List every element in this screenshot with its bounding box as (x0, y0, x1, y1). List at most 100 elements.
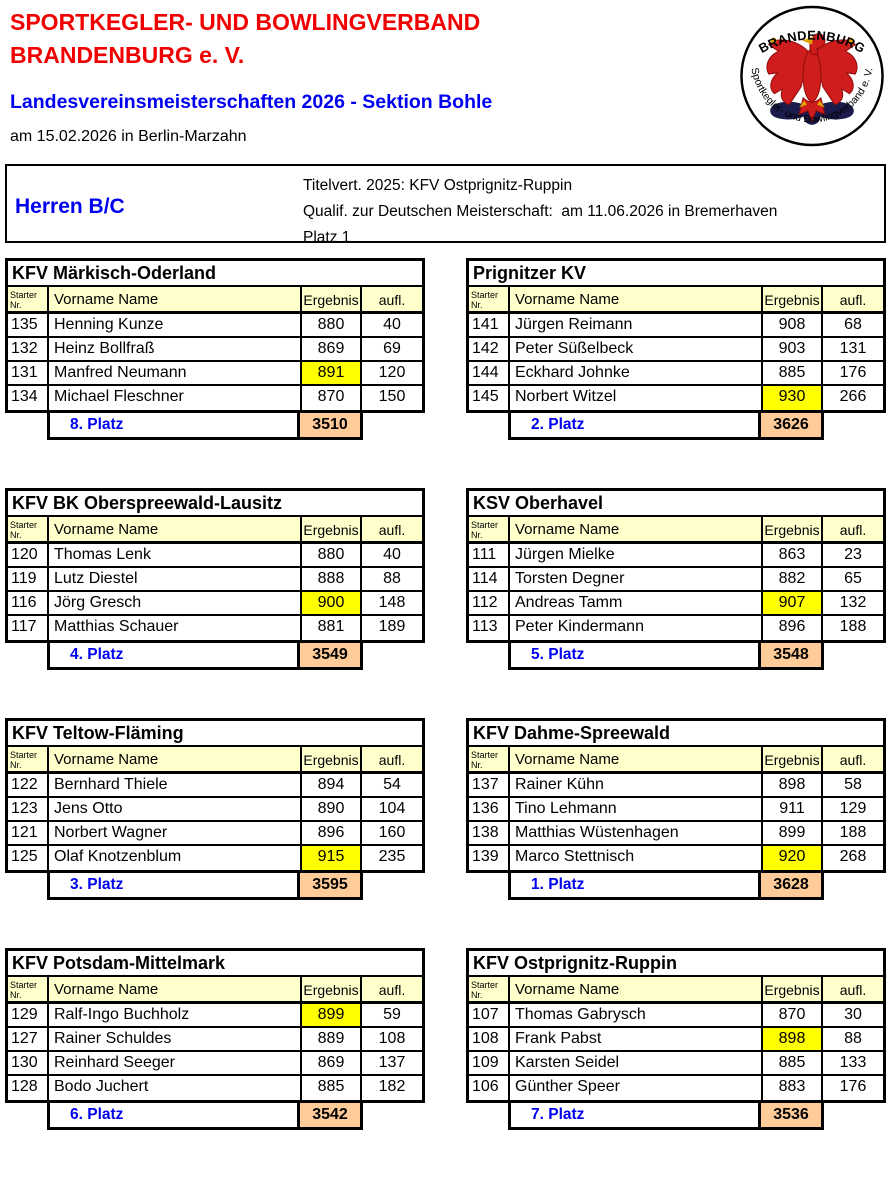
team-result-block: KFV Ostprignitz-Ruppin Starter Nr. Vorna… (466, 948, 886, 1130)
starter-nr-cell: 129 (8, 1004, 49, 1026)
result-cell: 896 (302, 822, 362, 844)
team-platz: 7. Platz (531, 1106, 585, 1123)
col-header-starter-nr: Starter Nr. (469, 747, 510, 771)
player-name-cell: Jens Otto (49, 798, 302, 820)
player-row: 141 Jürgen Reimann 908 68 (469, 314, 883, 338)
player-row: 136 Tino Lehmann 911 129 (469, 798, 883, 822)
nr-label: Nr. (471, 530, 483, 540)
player-name-cell: Matthias Schauer (49, 616, 302, 640)
team-footer-row: 6. Platz 3542 (47, 1103, 363, 1130)
result-cell: 908 (763, 314, 823, 336)
player-row: 144 Eckhard Johnke 885 176 (469, 362, 883, 386)
aufl-cell: 268 (839, 848, 867, 865)
team-table: KFV Teltow-Fläming Starter Nr. Vorname N… (5, 718, 425, 873)
col-header-starter-nr: Starter Nr. (8, 287, 49, 311)
table-header-row: Starter Nr. Vorname Name Ergebnis aufl. (8, 287, 422, 314)
result-cell: 889 (302, 1028, 362, 1050)
player-row: 138 Matthias Wüstenhagen 899 188 (469, 822, 883, 846)
team-platz: 4. Platz (70, 646, 124, 663)
starter-nr-cell: 120 (8, 544, 49, 566)
starter-label: Starter (471, 750, 499, 760)
starter-nr-cell: 114 (469, 568, 510, 590)
player-row: 134 Michael Fleschner 870 150 (8, 386, 422, 410)
result-cell: 896 (763, 616, 823, 640)
starter-nr-cell: 122 (8, 774, 49, 796)
result-cell: 881 (302, 616, 362, 640)
col-header-ergebnis: Ergebnis (763, 517, 823, 541)
result-cell: 863 (763, 544, 823, 566)
starter-nr-cell: 117 (8, 616, 49, 640)
player-name-cell: Ralf-Ingo Buchholz (49, 1004, 302, 1026)
aufl-cell: 150 (378, 388, 406, 405)
starter-nr-cell: 141 (469, 314, 510, 336)
team-name: KFV Ostprignitz-Ruppin (469, 951, 883, 977)
starter-nr-cell: 123 (8, 798, 49, 820)
starter-label: Starter (10, 520, 38, 530)
aufl-cell: 137 (378, 1054, 406, 1071)
player-name-cell: Bodo Juchert (49, 1076, 302, 1100)
result-cell: 870 (302, 386, 362, 410)
player-name-cell: Jürgen Reimann (510, 314, 763, 336)
nr-label: Nr. (10, 990, 22, 1000)
table-header-row: Starter Nr. Vorname Name Ergebnis aufl. (8, 517, 422, 544)
table-header-row: Starter Nr. Vorname Name Ergebnis aufl. (469, 977, 883, 1004)
team-footer-row: 2. Platz 3626 (508, 413, 824, 440)
player-name-cell: Bernhard Thiele (49, 774, 302, 796)
player-name-cell: Jürgen Mielke (510, 544, 763, 566)
aufl-cell: 131 (839, 340, 867, 357)
starter-label: Starter (471, 290, 499, 300)
starter-label: Starter (10, 980, 38, 990)
qualification-platz-line: Platz 1 (303, 229, 351, 246)
nr-label: Nr. (471, 990, 483, 1000)
player-name-cell: Rainer Kühn (510, 774, 763, 796)
table-header-row: Starter Nr. Vorname Name Ergebnis aufl. (8, 747, 422, 774)
team-table: KFV Potsdam-Mittelmark Starter Nr. Vorna… (5, 948, 425, 1103)
player-name-cell: Norbert Wagner (49, 822, 302, 844)
table-header-row: Starter Nr. Vorname Name Ergebnis aufl. (469, 517, 883, 544)
player-row: 127 Rainer Schuldes 889 108 (8, 1028, 422, 1052)
aufl-cell: 176 (839, 1078, 867, 1095)
starter-nr-cell: 116 (8, 592, 49, 614)
aufl-cell: 266 (839, 388, 867, 405)
col-header-name: Vorname Name (49, 517, 302, 541)
bowling-pins-icon (770, 101, 854, 125)
aufl-cell: 235 (378, 848, 406, 865)
aufl-cell: 148 (378, 594, 406, 611)
team-total: 3595 (297, 873, 360, 897)
starter-nr-cell: 131 (8, 362, 49, 384)
player-name-cell: Jörg Gresch (49, 592, 302, 614)
team-footer-row: 1. Platz 3628 (508, 873, 824, 900)
col-header-name: Vorname Name (510, 517, 763, 541)
team-table: Prignitzer KV Starter Nr. Vorname Name E… (466, 258, 886, 413)
result-cell: 903 (763, 338, 823, 360)
player-name-cell: Andreas Tamm (510, 592, 763, 614)
team-footer-row: 7. Platz 3536 (508, 1103, 824, 1130)
starter-nr-cell: 111 (469, 544, 510, 566)
aufl-cell: 88 (383, 570, 401, 587)
team-footer-row: 3. Platz 3595 (47, 873, 363, 900)
result-cell: 885 (763, 1052, 823, 1074)
starter-nr-cell: 108 (469, 1028, 510, 1050)
player-row: 132 Heinz Bollfraß 869 69 (8, 338, 422, 362)
aufl-cell: 132 (839, 594, 867, 611)
org-name-line1: SPORTKEGLER- UND BOWLINGVERBAND (10, 9, 481, 35)
player-row: 112 Andreas Tamm 907 132 (469, 592, 883, 616)
team-name: KFV BK Oberspreewald-Lausitz (8, 491, 422, 517)
starter-nr-cell: 135 (8, 314, 49, 336)
aufl-cell: 68 (844, 316, 862, 333)
player-row: 109 Karsten Seidel 885 133 (469, 1052, 883, 1076)
col-header-aufl: aufl. (839, 292, 867, 308)
aufl-cell: 54 (383, 776, 401, 793)
aufl-cell: 58 (844, 776, 862, 793)
team-total: 3549 (297, 643, 360, 667)
player-name-cell: Karsten Seidel (510, 1052, 763, 1074)
starter-nr-cell: 107 (469, 1004, 510, 1026)
col-header-aufl: aufl. (839, 752, 867, 768)
aufl-cell: 69 (383, 340, 401, 357)
org-name-line2: BRANDENBURG e. V. (10, 42, 245, 68)
event-title: Landesvereinsmeisterschaften 2026 - Sekt… (10, 91, 493, 113)
player-row: 137 Rainer Kühn 898 58 (469, 774, 883, 798)
starter-nr-cell: 144 (469, 362, 510, 384)
player-name-cell: Rainer Schuldes (49, 1028, 302, 1050)
col-header-aufl: aufl. (839, 522, 867, 538)
